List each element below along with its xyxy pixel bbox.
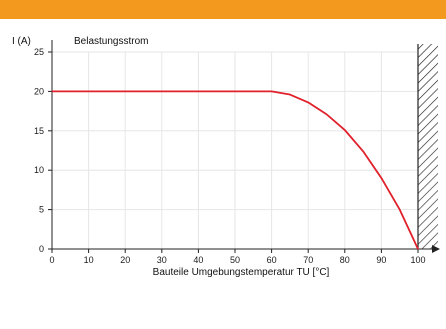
x-tick-label: 50 xyxy=(230,255,240,265)
x-tick-label: 40 xyxy=(193,255,203,265)
series-line xyxy=(51,90,419,250)
y-tick-label: 10 xyxy=(34,165,44,175)
axes xyxy=(51,40,440,253)
x-tick-label: 100 xyxy=(410,255,425,265)
x-axis-arrow xyxy=(432,245,440,253)
series-layer xyxy=(51,90,419,250)
y-tick-label: 20 xyxy=(34,86,44,96)
header-accent-bar xyxy=(0,0,446,19)
y-tick-label: 0 xyxy=(39,244,44,254)
forbidden-zone-hatch xyxy=(417,44,438,249)
y-tick-label: 5 xyxy=(39,205,44,215)
x-tick-label: 0 xyxy=(49,255,54,265)
y-tick-label: 15 xyxy=(34,126,44,136)
y-axis-label: I (A) xyxy=(12,36,31,47)
x-tick-label: 20 xyxy=(120,255,130,265)
chart-title: Belastungsstrom xyxy=(74,36,148,47)
hatch-area xyxy=(418,44,438,249)
x-tick-label: 70 xyxy=(303,255,313,265)
x-axis-label: Bauteile Umgebungstemperatur TU [°C] xyxy=(153,267,330,278)
x-tick-label: 30 xyxy=(157,255,167,265)
y-tick-label: 25 xyxy=(34,47,44,57)
x-tick-label: 80 xyxy=(340,255,350,265)
x-tick-label: 90 xyxy=(376,255,386,265)
x-tick-label: 60 xyxy=(267,255,277,265)
x-tick-label: 10 xyxy=(84,255,94,265)
ticks: 0 5 10 15 20 25 0 10 20 30 40 50 60 70 80 90 100 xyxy=(34,47,426,265)
